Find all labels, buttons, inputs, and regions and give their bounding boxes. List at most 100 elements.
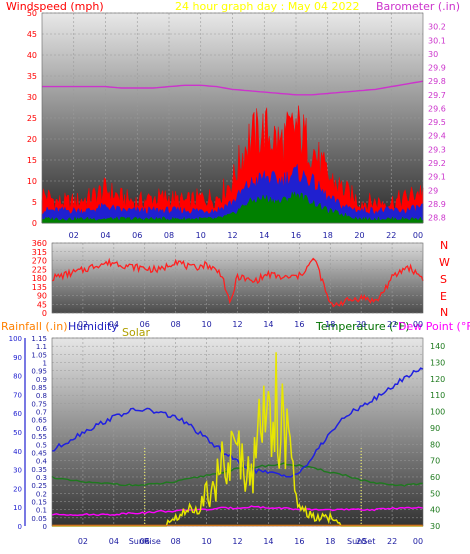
- wind-tick-label: 10: [27, 177, 37, 186]
- wind-tick-label: 25: [27, 114, 37, 123]
- sunrise-label: SunRise: [129, 537, 161, 546]
- rainfall-tick-label: 100: [9, 335, 22, 343]
- baro-tick-label: 29.9: [428, 64, 446, 73]
- wind-x-tick-label: 08: [164, 231, 174, 240]
- humidity-inner-tick-label: 0.6: [36, 425, 48, 433]
- dewpoint-series: [51, 505, 424, 517]
- solar-title: Solar: [122, 326, 151, 339]
- baro-tick-label: 29.4: [428, 132, 446, 141]
- humidity-inner-tick-label: 0.3: [36, 474, 47, 482]
- direction-tick-label: 0: [42, 309, 47, 318]
- direction-tick-label: 135: [32, 283, 47, 292]
- rainfall-tick-label: 30: [13, 467, 22, 475]
- baro-tick-label: 30.1: [428, 36, 446, 45]
- wind-x-tick-label: 18: [323, 231, 333, 240]
- wind-x-tick-label: 00: [413, 231, 423, 240]
- compass-s: S: [440, 273, 447, 286]
- temperature-tick-label: 70: [430, 457, 440, 466]
- wind-tick-label: 50: [27, 9, 37, 18]
- wind-tick-label: 30: [27, 93, 37, 102]
- direction-tick-label: 315: [32, 248, 47, 257]
- direction-x-tick-label: 14: [263, 320, 273, 329]
- humidity-inner-tick-label: 0.75: [31, 400, 47, 408]
- temp-x-tick-label: 00: [413, 537, 423, 546]
- temp-grid: [52, 337, 423, 527]
- humidity-inner-tick-label: 0.15: [31, 498, 47, 506]
- rainfall-tick-label: 50: [13, 429, 22, 437]
- direction-x-tick-label: 12: [232, 320, 242, 329]
- temp-x-tick-label: 18: [325, 537, 335, 546]
- sunset-label: SunSet: [347, 537, 375, 546]
- wind-x-tick-label: 14: [259, 231, 269, 240]
- direction-x-tick-label: 00: [413, 320, 423, 329]
- wind-tick-label: 35: [27, 72, 37, 81]
- wind-tick-label: 20: [27, 135, 37, 144]
- wind-series: [41, 80, 424, 224]
- humidity-inner-tick-label: 1.1: [36, 343, 47, 351]
- humidity-title: Humidity: [68, 320, 118, 333]
- compass-e: E: [440, 290, 447, 303]
- temperature-series: [51, 462, 424, 487]
- direction-tick-label: 90: [37, 292, 47, 301]
- compass-w: W: [439, 256, 450, 269]
- baro-tick-label: 30: [428, 50, 438, 59]
- humidity-inner-tick-label: 1.05: [31, 351, 47, 359]
- temperature-tick-label: 130: [430, 359, 445, 368]
- wind-tick-label: 0: [32, 219, 37, 228]
- direction-x-tick-label: 22: [387, 320, 397, 329]
- temperature-tick-label: 80: [430, 440, 440, 449]
- humidity-inner-tick-label: 0.5: [36, 441, 47, 449]
- rainfall-tick-label: 60: [13, 410, 22, 418]
- humidity-inner-tick-label: 0.45: [31, 449, 47, 457]
- humidity-inner-tick-label: 0.55: [31, 433, 47, 441]
- temperature-tick-label: 110: [430, 391, 445, 400]
- barometer-title: Barometer (.in): [376, 0, 460, 13]
- temperature-tick-label: 120: [430, 375, 445, 384]
- rainfall-tick-label: 70: [13, 391, 22, 399]
- tick-labels: 0510152025303540455028.828.92929.129.229…: [9, 9, 446, 546]
- baro-tick-label: 29.6: [428, 104, 446, 113]
- temperature-title: Temperature (°F): [315, 320, 410, 333]
- windspeed-title: Windspeed (mph): [6, 0, 104, 13]
- rainfall-tick-label: 0: [18, 523, 22, 531]
- direction-x-tick-label: 02: [78, 320, 88, 329]
- humidity-inner-tick-label: 0.4: [36, 458, 48, 466]
- humidity-inner-tick-label: 0.1: [36, 507, 47, 515]
- humidity-inner-tick-label: 1.15: [31, 335, 47, 343]
- wind-x-tick-label: 10: [196, 231, 206, 240]
- wind-x-tick-label: 22: [386, 231, 396, 240]
- wind-x-tick-label: 06: [132, 231, 142, 240]
- baro-tick-label: 28.8: [428, 214, 446, 223]
- humidity-series: [51, 367, 424, 478]
- baro-tick-label: 30.2: [428, 23, 446, 32]
- wind-x-tick-label: 20: [354, 231, 364, 240]
- humidity-inner-tick-label: 0.65: [31, 417, 47, 425]
- direction-tick-label: 225: [32, 265, 47, 274]
- temp-x-tick-label: 20: [356, 537, 366, 546]
- wind-x-tick-label: 02: [69, 231, 79, 240]
- baro-tick-label: 29.7: [428, 91, 446, 100]
- rainfall-tick-label: 10: [13, 504, 22, 512]
- wind-tick-label: 45: [27, 30, 37, 39]
- direction-x-tick-label: 20: [356, 320, 366, 329]
- direction-tick-label: 180: [32, 274, 47, 283]
- direction-x-tick-label: 16: [294, 320, 304, 329]
- temp-x-tick-label: 12: [232, 537, 242, 546]
- direction-x-tick-label: 08: [171, 320, 181, 329]
- humidity-inner-tick-label: 0.05: [31, 515, 47, 523]
- humidity-inner-tick-label: 0.95: [31, 368, 47, 376]
- direction-x-tick-label: 04: [109, 320, 119, 329]
- wind-x-tick-label: 12: [227, 231, 237, 240]
- humidity-inner-tick-label: 0.7: [36, 409, 47, 417]
- temp-x-tick-label: 04: [109, 537, 119, 546]
- temperature-tick-label: 90: [430, 424, 440, 433]
- baro-tick-label: 29.2: [428, 159, 446, 168]
- temperature-tick-label: 40: [430, 506, 440, 515]
- humidity-inner-tick-label: 0.25: [31, 482, 47, 490]
- direction-tick-label: 45: [37, 300, 47, 309]
- direction-tick-label: 270: [32, 257, 47, 266]
- wind-tick-label: 5: [32, 198, 37, 207]
- humidity-inner-tick-label: 0.2: [36, 490, 47, 498]
- baro-tick-label: 29.3: [428, 145, 446, 154]
